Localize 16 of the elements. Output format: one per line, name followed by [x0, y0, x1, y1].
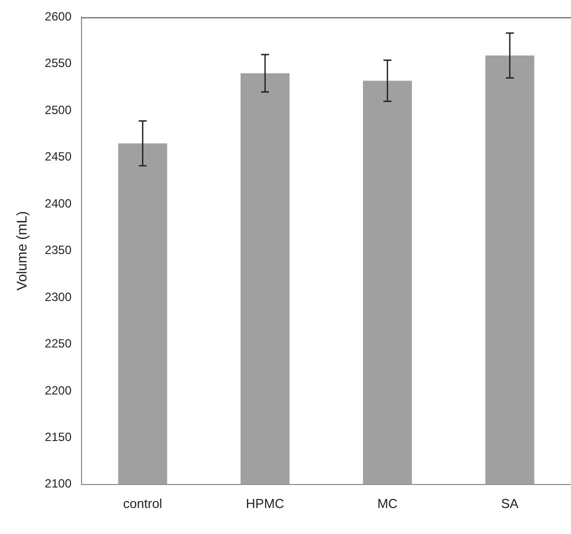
x-tick-label: MC: [377, 496, 398, 511]
y-tick-label: 2300: [44, 290, 72, 304]
y-tick-label: 2200: [44, 383, 72, 398]
x-tick-label: control: [123, 496, 162, 511]
y-tick-label: 2400: [44, 196, 72, 210]
y-tick-label: 2550: [44, 56, 72, 70]
y-tick-label: 2500: [44, 102, 72, 117]
y-tick-label: 2600: [44, 10, 72, 24]
x-tick-label: SA: [501, 496, 519, 511]
y-tick-label: 2100: [44, 476, 72, 491]
x-tick-label: HPMC: [246, 496, 284, 511]
y-tick-label: 2450: [44, 150, 72, 164]
y-tick-label: 2150: [44, 430, 72, 444]
y-tick-label: 2250: [44, 336, 72, 351]
y-tick-label: 2350: [44, 243, 72, 258]
y-axis-title: Volume (mL): [13, 211, 30, 290]
